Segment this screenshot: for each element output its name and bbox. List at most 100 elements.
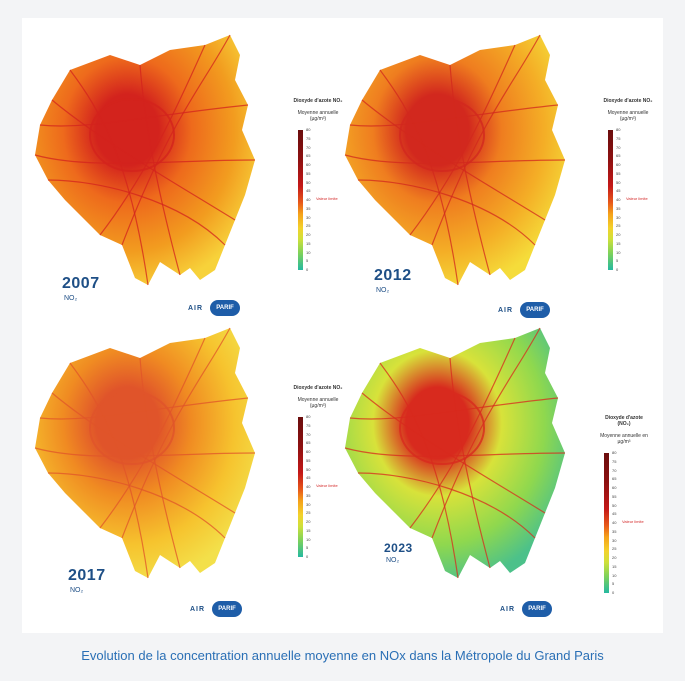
legend-tick: 80: [306, 414, 311, 419]
legend-tick: 15: [612, 563, 617, 569]
pollutant-label: NO₂: [70, 587, 84, 594]
region-area: [345, 35, 565, 285]
figure: 2007 NO₂ Dioxyde d'azote NO₂ Moyenne ann…: [22, 18, 663, 633]
legend-tick: 70: [612, 467, 617, 473]
legend-tick: 60: [306, 162, 311, 167]
road-line: [349, 104, 559, 127]
legend-tick: 55: [616, 170, 621, 176]
legend-title: Dioxyde d'azote NO₂: [603, 98, 653, 104]
legend-tick: 70: [306, 144, 311, 150]
road-line: [357, 179, 536, 246]
legend-title: Dioxyde d'azote NO₂: [293, 385, 343, 391]
pollutant-label: NO₂: [386, 557, 400, 564]
legend-tick: 65: [616, 153, 621, 159]
logo-text-air: AIR: [500, 606, 516, 613]
legend-tick: 10: [616, 249, 621, 255]
pollutant-label: NO₂: [64, 295, 78, 302]
legend-tick: 45: [306, 188, 311, 194]
peripherique-ring: [399, 391, 485, 465]
road-line: [409, 337, 516, 529]
legend-tick: 5: [612, 581, 615, 587]
legend-tick: 20: [612, 555, 617, 560]
legend-tick: 35: [616, 205, 621, 211]
legend-colorbar: [608, 130, 613, 270]
year-label: 2012: [374, 267, 412, 284]
legend-tick: 40: [306, 197, 311, 202]
legend-subtitle: Moyenne annuelle (µg/m³): [297, 397, 339, 409]
year-label: 2023: [384, 541, 413, 555]
legend-limit-label: Valeur limite: [316, 196, 338, 201]
map-graphic: [344, 327, 566, 579]
road-line: [379, 362, 459, 579]
legend: Dioxyde d'azote (NO₂) Moyenne annuelle e…: [598, 415, 650, 645]
road-line: [47, 472, 226, 539]
legend-tick: 80: [612, 450, 617, 455]
logo-text-parif: PARIF: [210, 300, 240, 316]
legend-limit-label: Valeur limite: [626, 196, 648, 201]
logo-text-parif: PARIF: [520, 302, 550, 318]
road-line: [39, 397, 249, 420]
map-panel-2017: 2017 NO₂ Dioxyde d'azote NO₂ Moyenne ann…: [30, 323, 342, 621]
legend-subtitle: Moyenne annuelle (µg/m³): [297, 110, 339, 122]
legend-tick: 60: [306, 449, 311, 454]
road-line: [51, 392, 236, 514]
road-line: [99, 337, 206, 529]
pollutant-label: NO₂: [376, 287, 390, 294]
road-line: [69, 69, 149, 286]
legend-tick: 70: [616, 144, 621, 150]
legend: Dioxyde d'azote NO₂ Moyenne annuelle (µg…: [602, 98, 654, 328]
legend-tick: 75: [306, 135, 311, 141]
logo-text-parif: PARIF: [212, 601, 242, 617]
legend-colorbar: [298, 417, 303, 557]
legend-tick: 35: [306, 492, 311, 498]
map-panel-2012: 2012 NO₂ Dioxyde d'azote NO₂ Moyenne ann…: [340, 30, 652, 325]
legend-tick: 15: [306, 527, 311, 533]
legend-tick: 75: [306, 422, 311, 428]
peripherique-ring: [89, 391, 175, 465]
map-graphic: [34, 34, 256, 286]
legend-tick: 25: [616, 223, 621, 229]
legend-tick: 30: [616, 214, 621, 220]
legend-tick: 25: [612, 546, 617, 552]
road-line: [431, 34, 541, 246]
legend-tick: 5: [616, 258, 619, 264]
road-line: [39, 104, 249, 127]
legend-tick: 25: [306, 510, 311, 516]
legend-tick: 45: [306, 475, 311, 481]
road-line: [69, 362, 149, 579]
legend-tick: 10: [306, 536, 311, 542]
road-line: [99, 44, 206, 236]
legend-tick: 55: [612, 493, 617, 499]
road-line: [344, 447, 566, 457]
legend-tick: 20: [306, 232, 311, 237]
peripherique-ring: [89, 98, 175, 172]
peripherique-ring: [399, 98, 485, 172]
legend-tick: 0: [306, 267, 309, 272]
region-area: [35, 35, 255, 285]
road-line: [51, 99, 236, 221]
legend-tick: 45: [616, 188, 621, 194]
legend-tick: 60: [616, 162, 621, 167]
legend-tick: 60: [612, 485, 617, 490]
legend-tick: 10: [612, 572, 617, 578]
figure-caption: Evolution de la concentration annuelle m…: [81, 648, 604, 663]
legend: Dioxyde d'azote NO₂ Moyenne annuelle (µg…: [292, 98, 344, 328]
legend-tick: 65: [612, 476, 617, 482]
road-line: [121, 34, 231, 246]
logo-text-air: AIR: [188, 305, 204, 312]
road-line: [361, 392, 546, 514]
airparif-logo: AIR PARIF: [498, 296, 568, 322]
logo-text-air: AIR: [498, 307, 514, 314]
legend-tick: 80: [306, 127, 311, 132]
region-area: [345, 328, 565, 578]
legend-tick: 20: [306, 519, 311, 524]
road-line: [361, 99, 546, 221]
road-line: [379, 69, 459, 286]
airparif-logo: AIR PARIF: [190, 595, 260, 621]
legend-tick: 5: [306, 545, 309, 551]
legend-tick: 70: [306, 431, 311, 437]
legend-tick: 50: [306, 179, 311, 185]
road-line: [349, 397, 559, 420]
year-label: 2007: [62, 275, 100, 292]
legend-tick: 15: [616, 240, 621, 246]
